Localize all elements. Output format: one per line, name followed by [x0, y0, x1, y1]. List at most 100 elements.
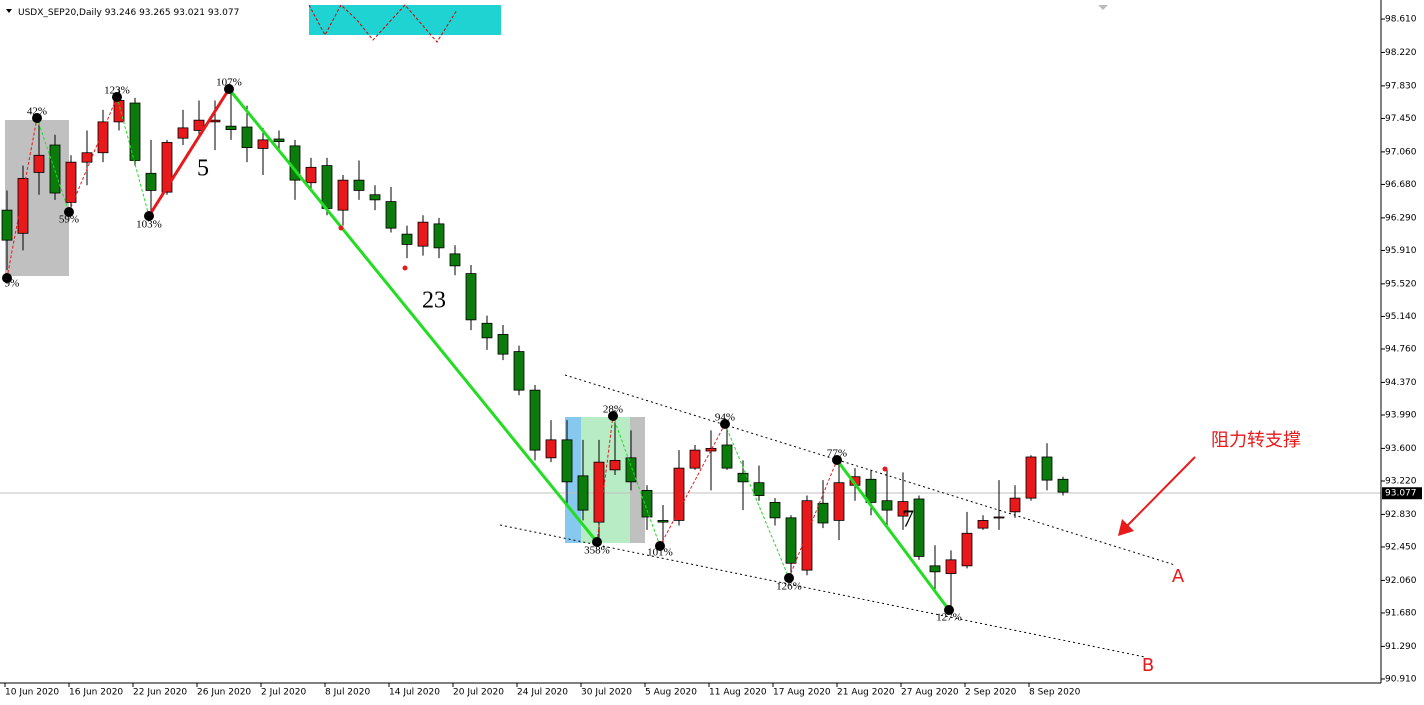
x-tick-label: 22 Jun 2020	[133, 688, 187, 698]
candle-body	[1009, 497, 1021, 513]
last-price-tag	[1382, 487, 1422, 500]
zone	[581, 417, 630, 543]
candle-body	[225, 125, 237, 130]
y-tick-label: 91.680	[1385, 608, 1417, 618]
wave-line	[68, 96, 118, 213]
annotation: 28%	[603, 404, 623, 416]
wave-line	[724, 423, 790, 579]
annotation: 23	[422, 288, 446, 314]
x-tick-label: 27 Aug 2020	[901, 688, 959, 698]
annotation: 9%	[5, 278, 20, 290]
y-tick-label: 96.680	[1385, 180, 1417, 190]
candle-body	[417, 221, 429, 247]
candle-body	[929, 565, 941, 573]
pivot	[144, 211, 154, 221]
candle-body	[977, 520, 989, 529]
wave-line	[788, 459, 838, 579]
annotation: 阻力转支撑	[1211, 430, 1301, 451]
candle-body	[497, 334, 509, 355]
wave-line	[596, 415, 614, 543]
dot	[882, 466, 888, 472]
y-tick-label: 90.910	[1385, 674, 1417, 684]
y-tick-label: 95.140	[1385, 312, 1417, 322]
candle-body	[193, 119, 205, 131]
wave-line	[659, 423, 726, 547]
candle-body	[353, 179, 365, 191]
wave-line	[612, 415, 661, 547]
menu-arrow	[6, 9, 12, 13]
annotation: 94%	[715, 412, 735, 424]
y-tick-label: 91.290	[1385, 642, 1417, 652]
x-tick-label: 11 Aug 2020	[709, 688, 767, 698]
candle-body	[433, 223, 445, 249]
x-tick-label: 8 Sep 2020	[1029, 688, 1081, 698]
candle-body	[481, 322, 493, 339]
candle-body	[529, 389, 541, 451]
last-price-label: 93.077	[1385, 489, 1417, 499]
annotation: 103%	[136, 219, 162, 231]
dot	[338, 225, 344, 231]
candle-body	[177, 127, 189, 139]
candle-body	[721, 444, 733, 469]
zone	[309, 5, 501, 35]
annotation: 107%	[216, 77, 242, 89]
y-tick-label: 95.910	[1385, 246, 1417, 256]
x-tick-label: 30 Jul 2020	[581, 688, 632, 698]
candle-body	[577, 475, 589, 511]
candle-body	[65, 161, 77, 203]
wave-line	[835, 459, 951, 611]
y-tick-label: 97.450	[1385, 114, 1417, 124]
annotation: 101%	[647, 547, 673, 559]
annotation: 5	[197, 156, 209, 182]
y-tick-label: 93.990	[1385, 410, 1417, 420]
candle-body	[465, 273, 477, 321]
candle-body	[753, 482, 765, 496]
pivot	[64, 207, 74, 217]
pivot	[112, 92, 122, 102]
wave-line	[227, 88, 599, 543]
candle-body	[145, 172, 157, 191]
candle-body	[801, 500, 813, 571]
dot	[402, 265, 408, 271]
y-tick-label: 93.220	[1385, 476, 1417, 486]
x-tick-label: 14 Jul 2020	[389, 688, 440, 698]
candle-body	[625, 457, 637, 483]
y-tick-label: 92.450	[1385, 542, 1417, 552]
y-tick-label: 95.520	[1385, 279, 1417, 289]
candle-body	[881, 500, 893, 511]
candle-body	[641, 490, 653, 518]
candle-body	[865, 478, 877, 503]
y-tick-label: 98.610	[1385, 15, 1417, 25]
pivot	[944, 605, 954, 615]
annotation: 42%	[27, 106, 47, 118]
zone	[5, 120, 69, 276]
y-tick-label: 94.370	[1385, 378, 1417, 388]
pivot	[832, 455, 842, 465]
candle-body	[129, 102, 141, 161]
candle-body	[81, 152, 93, 163]
wave-line	[36, 117, 70, 213]
annotation: 358%	[584, 545, 610, 557]
candle-body	[449, 253, 461, 267]
zigzag	[308, 4, 458, 43]
arrow-head	[1118, 519, 1134, 536]
candle-body	[897, 501, 909, 517]
pivot	[720, 419, 730, 429]
candle-body	[913, 498, 925, 557]
candle-body	[401, 233, 413, 245]
wave-line	[6, 117, 38, 279]
x-tick-label: 2 Sep 2020	[965, 688, 1017, 698]
pivot	[655, 541, 665, 551]
candle-body	[673, 467, 685, 521]
zone	[630, 417, 645, 543]
annotation: 59%	[59, 214, 79, 226]
candle-body	[513, 351, 525, 391]
pivot	[608, 411, 618, 421]
pivot	[32, 113, 42, 123]
x-tick-label: 17 Aug 2020	[773, 688, 831, 698]
x-tick-label: 8 Jul 2020	[325, 688, 370, 698]
symbol: USDX_SEP20,Daily	[18, 8, 102, 18]
wave-line	[116, 96, 150, 217]
